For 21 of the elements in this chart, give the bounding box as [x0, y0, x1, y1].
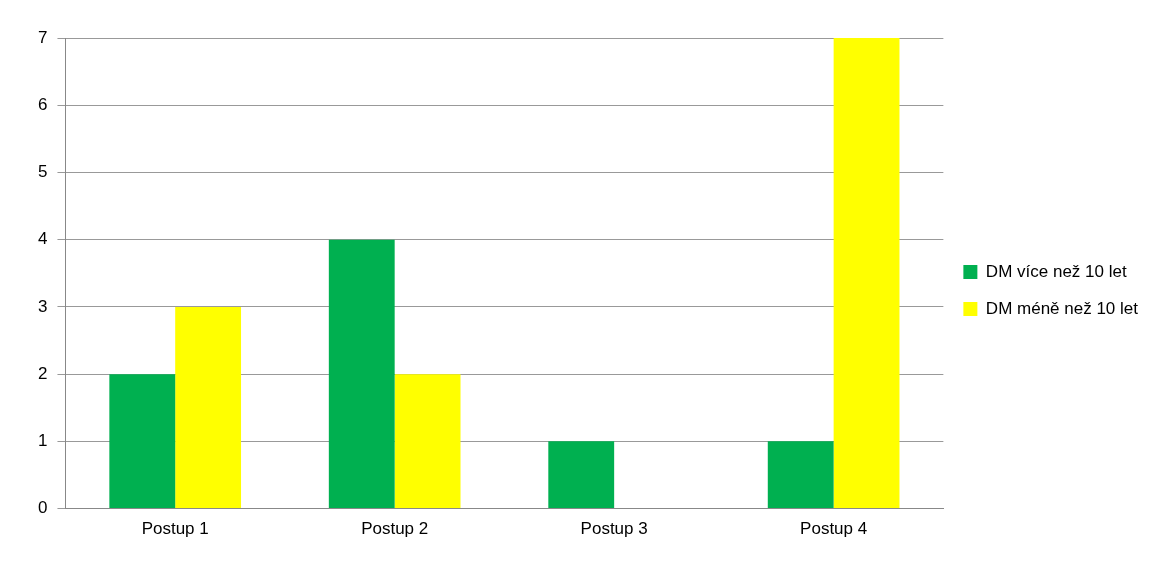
- y-tick-label: 5: [37, 162, 48, 182]
- x-tick-label: Postup 4: [800, 519, 868, 539]
- y-tick-label: 6: [37, 94, 48, 114]
- x-tick-label: Postup 2: [361, 519, 429, 539]
- x-tick-label: Postup 3: [580, 519, 648, 539]
- bar: [175, 306, 242, 509]
- bar: [767, 441, 834, 509]
- legend-label: DM více než 10 let: [985, 261, 1127, 281]
- y-tick-label: 7: [37, 27, 48, 47]
- y-tick-label: 0: [37, 498, 48, 518]
- bar: [548, 441, 615, 509]
- y-tick-label: 3: [37, 296, 48, 316]
- bar: [328, 239, 395, 509]
- bar: [109, 374, 176, 509]
- x-tick-label: Postup 1: [141, 519, 209, 539]
- y-tick-label: 2: [37, 363, 48, 383]
- y-tick-label: 4: [37, 229, 48, 249]
- legend-label: DM méně než 10 let: [985, 298, 1139, 318]
- y-tick-label: 1: [37, 431, 48, 451]
- bar: [394, 374, 461, 509]
- bar: [833, 38, 900, 509]
